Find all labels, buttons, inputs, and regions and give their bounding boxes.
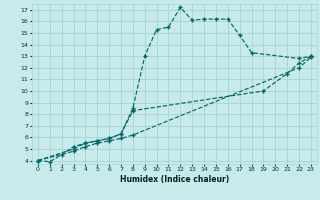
X-axis label: Humidex (Indice chaleur): Humidex (Indice chaleur) — [120, 175, 229, 184]
